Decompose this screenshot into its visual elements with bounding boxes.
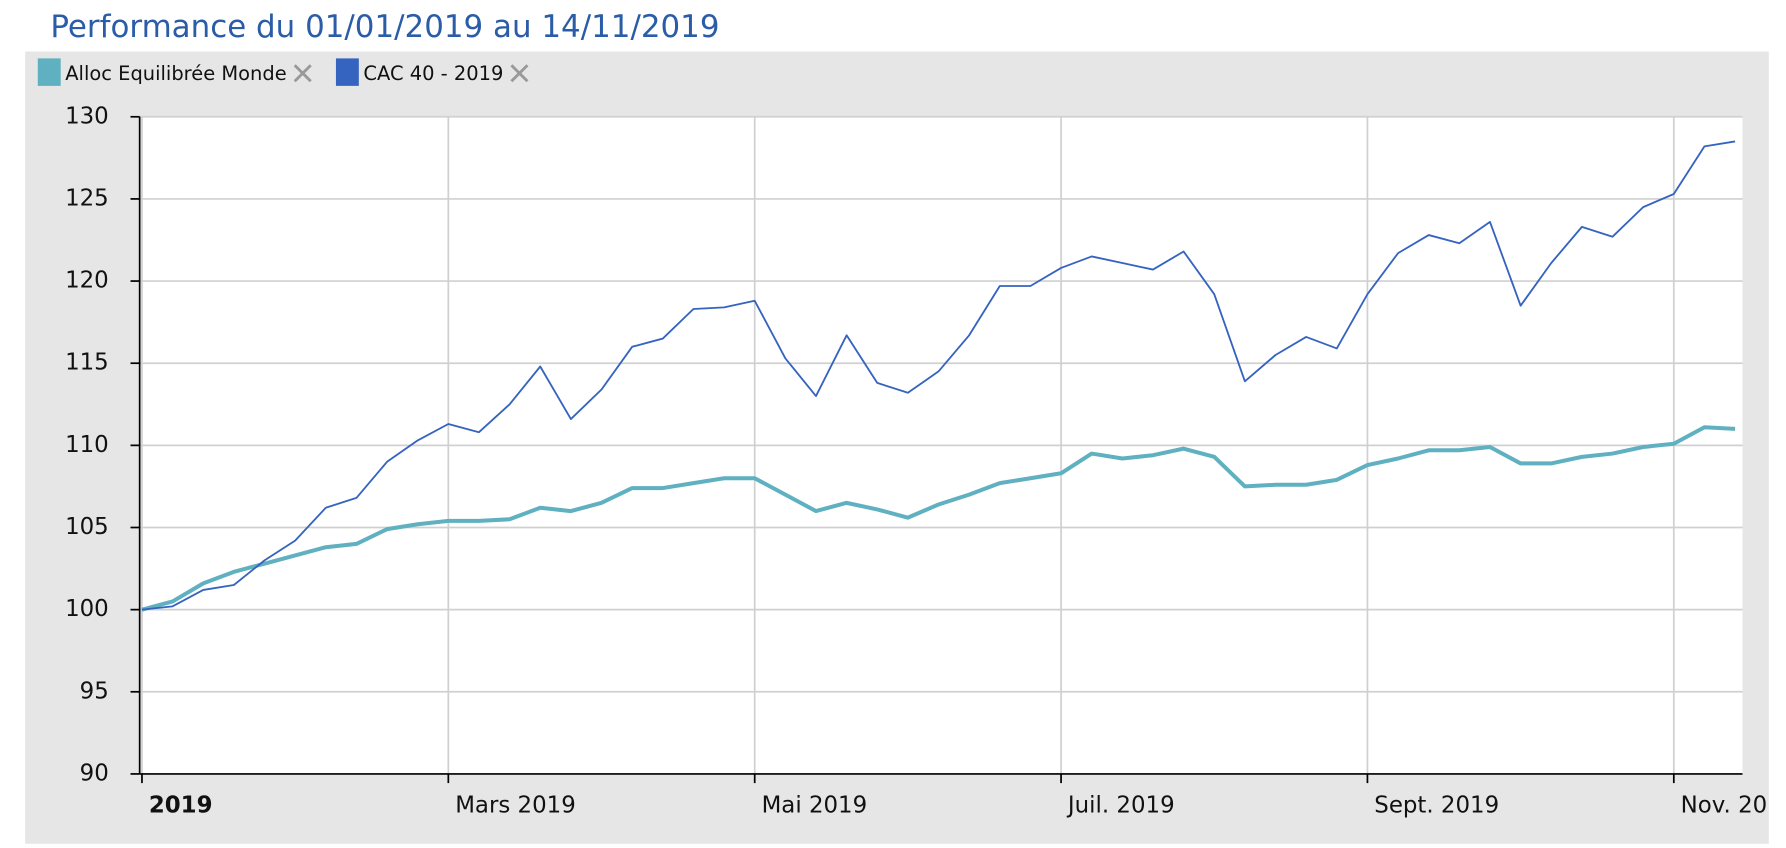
- series-line: [141, 425, 1736, 612]
- series-line: [141, 140, 1736, 611]
- y-tick-label: 130: [65, 103, 109, 129]
- y-tick-label: 115: [65, 350, 109, 376]
- y-tick-label: 90: [80, 760, 109, 786]
- chart-title: Performance du 01/01/2019 au 14/11/2019: [50, 9, 719, 45]
- legend-label[interactable]: Alloc Equilibrée Monde: [65, 62, 286, 85]
- legend-swatch: [37, 58, 61, 86]
- lines: [141, 140, 1736, 612]
- x-tick-label: Mai 2019: [762, 792, 868, 818]
- y-tick-label: 100: [65, 596, 109, 622]
- x-tick-label: Mars 2019: [455, 792, 576, 818]
- legend-label[interactable]: CAC 40 - 2019: [363, 62, 503, 85]
- x-tick-label: Nov. 2019: [1681, 792, 1786, 818]
- y-tick-label: 125: [65, 185, 109, 211]
- legend-remove[interactable]: [293, 64, 312, 83]
- y-tick-label: 120: [65, 268, 109, 294]
- legend-swatch: [335, 58, 359, 86]
- x-tick-label: Sept. 2019: [1374, 792, 1499, 818]
- legend: Alloc Equilibrée Monde CAC 40 - 2019: [37, 58, 529, 86]
- y-tick-label: 110: [65, 432, 109, 458]
- x-tick-label: 2019: [149, 792, 213, 818]
- x-tick-label: Juil. 2019: [1066, 792, 1175, 818]
- y-tick-label: 95: [80, 678, 109, 704]
- y-tick-label: 105: [65, 514, 109, 540]
- x-labels: 2019 Mars 2019 Mai 2019 Juil. 2019 Sept. 201…: [149, 792, 1786, 818]
- legend-remove[interactable]: [510, 64, 529, 83]
